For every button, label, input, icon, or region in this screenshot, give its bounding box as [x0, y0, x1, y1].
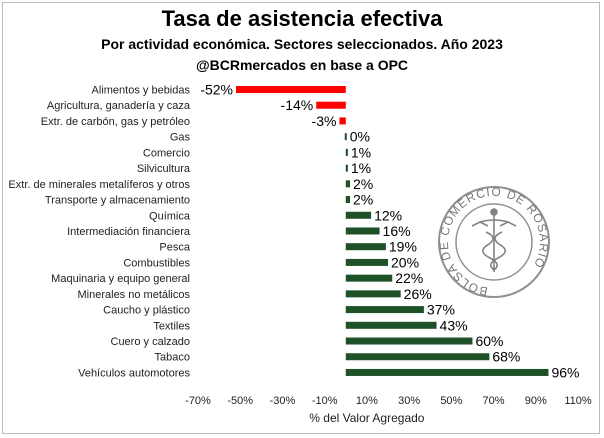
category-label: Pesca [159, 242, 190, 254]
bar-17 [345, 337, 473, 345]
value-label: 19% [389, 239, 417, 255]
category-labels: Alimentos y bebidas Agricultura, ganaderí… [8, 85, 190, 380]
bar-9 [345, 211, 372, 219]
value-label: 1% [351, 144, 371, 160]
category-label: Caucho y plástico [103, 305, 190, 317]
category-label: Silvicultura [137, 163, 191, 175]
value-label: 26% [404, 286, 432, 302]
bar-11 [345, 243, 386, 251]
category-label: Comercio [143, 147, 190, 159]
category-label: Maquinaria y equipo general [51, 273, 190, 285]
x-tick-label: 90% [525, 395, 547, 407]
bar-8 [345, 196, 350, 204]
bars-group [236, 86, 549, 376]
chart-source: @BCRmercados en base a OPC [195, 57, 409, 73]
value-label: 60% [475, 333, 503, 349]
value-labels: -52%-14%-3%0%1%1%2%2%12%16%19%20%22%26%3… [200, 82, 579, 381]
bar-10 [345, 227, 380, 235]
seal-inner-ring [455, 203, 533, 281]
x-tick-label: 110% [564, 395, 592, 407]
category-label: Agricultura, ganadería y caza [47, 100, 191, 112]
x-tick-label: 70% [483, 395, 505, 407]
x-tick-label: -50% [227, 395, 253, 407]
bar-4 [344, 133, 347, 141]
chart-frame [2, 2, 600, 434]
category-label: Cuero y calzado [111, 336, 191, 348]
category-label: Transporte y almacenamiento [45, 195, 190, 207]
category-label: Química [149, 210, 191, 222]
bar-7 [345, 180, 350, 188]
value-label: 1% [351, 160, 371, 176]
seal-outer-ring [438, 186, 550, 298]
value-label: -3% [312, 113, 337, 129]
x-axis-title: % del Valor Agregado [309, 411, 425, 425]
value-label: -14% [281, 97, 314, 113]
value-label: 43% [440, 317, 468, 333]
category-label: Combustibles [123, 257, 190, 269]
x-tick-label: 50% [440, 395, 462, 407]
value-label: -52% [200, 82, 233, 98]
value-label: 68% [492, 349, 520, 365]
bar-12 [345, 258, 388, 266]
x-tick-label: 30% [398, 395, 420, 407]
bar-6 [345, 164, 348, 172]
x-axis: -70% -50% -30% -10% 10% 30% 50% 70% 90% 110% [185, 395, 592, 407]
chart-title: Tasa de asistencia efectiva [161, 6, 443, 31]
category-label: Alimentos y bebidas [92, 85, 191, 97]
category-label: Minerales no metálicos [78, 289, 191, 301]
bar-1 [236, 86, 346, 93]
category-label: Tabaco [155, 352, 190, 364]
category-label: Gas [170, 132, 191, 144]
x-tick-label: -70% [185, 395, 211, 407]
category-label: Intermediación financiera [67, 226, 191, 238]
value-label: 12% [374, 207, 402, 223]
category-label: Extr. de carbón, gas y petróleo [41, 116, 190, 128]
caduceus-icon [471, 208, 517, 272]
value-label: 20% [391, 254, 419, 270]
category-label: Vehículos automotores [78, 367, 190, 379]
x-tick-label: 10% [356, 395, 378, 407]
x-tick-label: -30% [270, 395, 296, 407]
bar-15 [345, 306, 424, 314]
bar-13 [345, 274, 393, 282]
value-label: 2% [353, 192, 373, 208]
value-label: 16% [383, 223, 411, 239]
value-label: 2% [353, 176, 373, 192]
value-label: 37% [427, 302, 455, 318]
bar-19 [345, 368, 549, 376]
bar-14 [345, 290, 401, 298]
x-tick-label: -10% [312, 395, 338, 407]
bar-2 [316, 101, 346, 109]
bcr-seal-watermark: BOLSA DE COMERCIO DE ROSARIO [437, 185, 550, 299]
chart-subtitle: Por actividad económica. Sectores selecc… [101, 36, 503, 52]
category-label: Extr. de minerales metalíferos y otros [8, 179, 190, 191]
bar-18 [345, 353, 490, 361]
category-label: Textiles [153, 320, 190, 332]
value-label: 0% [350, 129, 370, 145]
bar-5 [345, 148, 348, 156]
value-label: 22% [395, 270, 423, 286]
bar-16 [345, 321, 437, 329]
bar-3 [339, 117, 346, 125]
value-label: 96% [551, 364, 579, 380]
